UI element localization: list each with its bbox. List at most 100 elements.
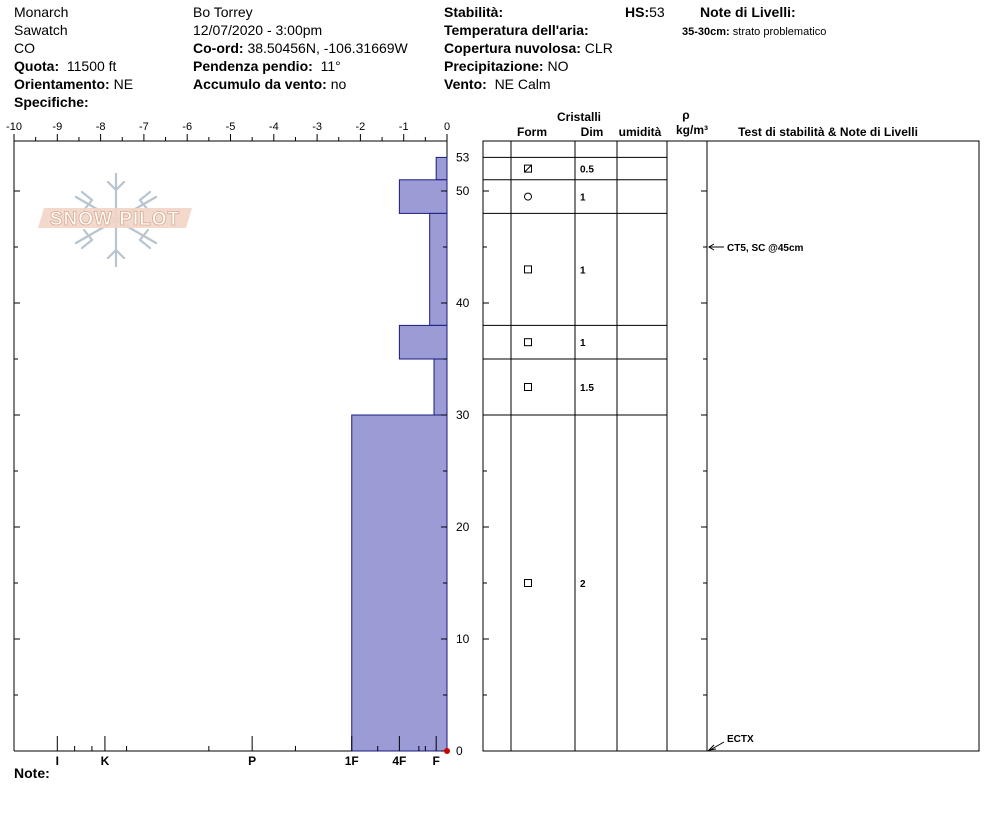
crystal-form-diagonal <box>524 164 532 173</box>
note-livelli-entry: 35-30cm: strato problematico <box>682 23 826 41</box>
crystal-form-square-icon <box>524 383 532 391</box>
hardness-label: 1F <box>345 754 359 768</box>
stability-arrowhead <box>708 243 715 251</box>
location: Monarch <box>14 4 69 20</box>
col-form: Form <box>517 125 547 139</box>
hs-label: HS: <box>625 4 650 20</box>
col-cristalli: Cristalli <box>557 110 601 124</box>
stabilita: Stabilità: <box>444 3 503 21</box>
copertura-label: Copertura nuvolosa: <box>444 40 581 56</box>
coord-value: 38.50456N, -106.31669W <box>247 40 408 56</box>
accumulo-label: Accumulo da vento: <box>193 76 327 92</box>
stability-note: CT5, SC @45cm <box>727 243 804 254</box>
x-tick-label: -3 <box>312 121 322 133</box>
vento-value: NE Calm <box>494 76 551 92</box>
hardness-scale-axis: I K P 1F 4F F <box>56 736 440 768</box>
quota-label: Quota: <box>14 58 60 74</box>
x-tick-label: -10 <box>6 121 22 133</box>
pendenza: Pendenza pendio: 11° <box>193 57 341 75</box>
quota-value: 11500 ft <box>66 58 117 74</box>
hardness-label: 4F <box>392 754 406 768</box>
crystal-form-round-icon <box>524 192 532 201</box>
accumulo-value: no <box>330 76 347 92</box>
hardness-label: P <box>248 754 256 768</box>
crystal-dim: 1 <box>580 193 586 204</box>
crystal-dim: 1.5 <box>580 383 594 394</box>
accumulo: Accumulo da vento: no <box>193 75 346 93</box>
crystal-dim: 0.5 <box>580 165 594 176</box>
y-tick-label: 40 <box>456 296 470 310</box>
x-tick-label: -2 <box>356 121 366 133</box>
y-tick-label: 53 <box>456 150 470 164</box>
crystal-dim: 2 <box>580 579 586 590</box>
x-tick-label: -9 <box>52 121 62 133</box>
zero-marker <box>444 748 450 754</box>
y-tick-label: 50 <box>456 184 470 198</box>
copertura-value: CLR <box>584 40 613 56</box>
copertura: Copertura nuvolosa: CLR <box>444 39 613 57</box>
hardness-x-axis: -10 -9 -8 -7 -6 -5 -4 -3 -2 -1 0 <box>6 121 450 141</box>
state: CO <box>14 40 35 56</box>
datetime: 12/07/2020 - 3:00pm <box>193 22 323 38</box>
orientamento: Orientamento: NE <box>14 75 133 93</box>
coord-label: Co-ord: <box>193 40 244 56</box>
coord: Co-ord: 38.50456N, -106.31669W <box>193 39 408 57</box>
snowpilot-logo: SNOW PILOT <box>38 172 192 268</box>
hardness-bar <box>435 156 448 181</box>
hs: HS:53 <box>625 3 665 21</box>
x-tick-label: -6 <box>182 121 192 133</box>
hardness-bar <box>398 179 448 214</box>
hardness-label: I <box>56 754 59 768</box>
x-tick-label: -8 <box>96 121 106 133</box>
pendenza-label: Pendenza pendio: <box>193 58 313 74</box>
layer-table: 0.5 1 1 1 1.5 2 <box>482 140 980 752</box>
logo-text: SNOW PILOT <box>50 209 180 230</box>
hardness-bar <box>398 324 448 360</box>
x-tick-label: 0 <box>444 121 450 133</box>
note-livelli-text: strato problematico <box>732 26 827 38</box>
col-rho: ρ <box>682 108 689 122</box>
col-umidita: umidità <box>619 125 662 139</box>
col-density-unit: kg/m³ <box>676 123 708 137</box>
y-tick-label: 20 <box>456 520 470 534</box>
stability-note: ECTX <box>727 734 754 745</box>
temp-label: Temperatura dell'aria: <box>444 22 589 38</box>
crystal-dim: 1 <box>580 265 586 276</box>
col-stability: Test di stabilità & Note di Livelli <box>738 125 918 139</box>
note-livelli-title: Note di Livelli: <box>700 3 796 21</box>
note-livelli-label: Note di Livelli: <box>700 4 796 20</box>
quota: Quota: 11500 ft <box>14 57 116 75</box>
precip-value: NO <box>547 58 569 74</box>
stability-arrow <box>709 741 725 751</box>
crystal-form-square-icon <box>524 338 532 347</box>
note-livelli-range: 35-30cm: <box>682 26 730 38</box>
col-dim: Dim <box>581 125 604 139</box>
hardness-bar <box>433 358 448 416</box>
crystal-form-faceted-rounded-icon <box>524 164 532 173</box>
x-tick-label: -5 <box>226 121 236 133</box>
range: Sawatch <box>14 22 68 38</box>
hardness-bars <box>351 156 448 752</box>
specifiche-label: Specifiche: <box>14 94 89 110</box>
x-tick-label: -1 <box>399 121 409 133</box>
y-tick-label: 0 <box>456 744 463 758</box>
vento: Vento: NE Calm <box>444 75 551 93</box>
hardness-label: K <box>101 754 110 768</box>
crystal-form-square-icon <box>524 579 532 587</box>
stability-notes: CT5, SC @45cm ECTX <box>707 243 804 751</box>
pendenza-value: 11° <box>320 58 341 74</box>
hardness-bar <box>429 212 448 326</box>
specifiche: Specifiche: <box>14 93 89 111</box>
crystal-dim: 1 <box>580 338 586 349</box>
y-tick-label: 10 <box>456 632 470 646</box>
stability-arrowhead <box>707 744 717 751</box>
table-headers: Cristalli Form Dim umidità ρ kg/m³ Test … <box>517 108 918 139</box>
precipitazione: Precipitazione: NO <box>444 57 568 75</box>
vento-label: Vento: <box>444 76 487 92</box>
orient-label: Orientamento: <box>14 76 110 92</box>
x-tick-label: -4 <box>269 121 279 133</box>
orient-value: NE <box>113 76 134 92</box>
hs-value: 53 <box>649 4 665 20</box>
note-label: Note: <box>14 765 50 781</box>
